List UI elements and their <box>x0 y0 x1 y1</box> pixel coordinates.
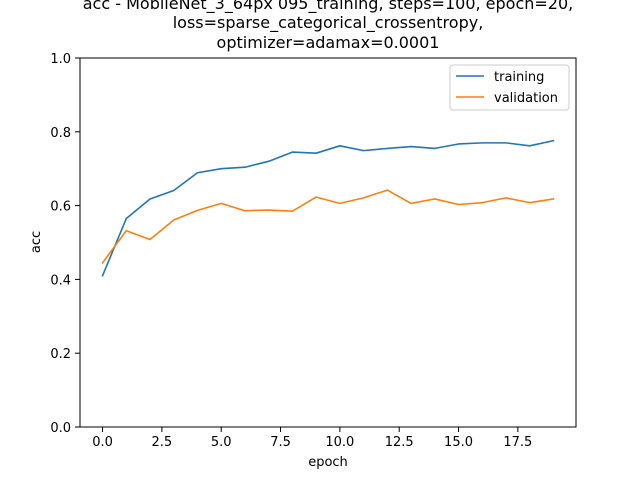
series-line-validation <box>101 189 555 264</box>
x-tick-label: 0.0 <box>92 435 113 450</box>
series-line-training <box>101 139 555 277</box>
y-tick-label: 0.8 <box>50 126 71 141</box>
chart-title-line-1: acc - MobileNet_3_64px 095_training, ste… <box>83 0 574 14</box>
x-axis-label: epoch <box>308 455 348 470</box>
axes-frame <box>79 57 577 428</box>
x-tick-label: 10.0 <box>325 435 354 450</box>
y-axis-label: acc <box>29 231 44 253</box>
y-tick-label: 0.4 <box>50 273 71 288</box>
y-tick-label: 0.6 <box>50 200 71 215</box>
x-tick-label: 12.5 <box>385 435 414 450</box>
legend-label-validation: validation <box>494 91 558 106</box>
plot-background <box>80 58 576 427</box>
x-tick-label: 15.0 <box>444 435 473 450</box>
x-tick-label: 17.5 <box>503 435 532 450</box>
x-tick-label: 7.5 <box>270 435 291 450</box>
x-tick-label: 2.5 <box>152 435 173 450</box>
plot-area: 0.0 2.5 5.0 7.5 10.0 12.5 15.0 17.5 0.0 0.2 0.4 0.6… <box>50 52 577 450</box>
y-tick-label: 0.2 <box>50 347 71 362</box>
legend-label-training: training <box>494 70 544 85</box>
chart-title-line-2: loss=sparse_categorical_crossentropy, <box>173 13 484 33</box>
y-tick-label: 0.0 <box>50 421 71 436</box>
y-tick-label: 1.0 <box>50 52 71 67</box>
x-tick-label: 5.0 <box>211 435 232 450</box>
chart-title-line-3: optimizer=adamax=0.0001 <box>217 33 440 52</box>
